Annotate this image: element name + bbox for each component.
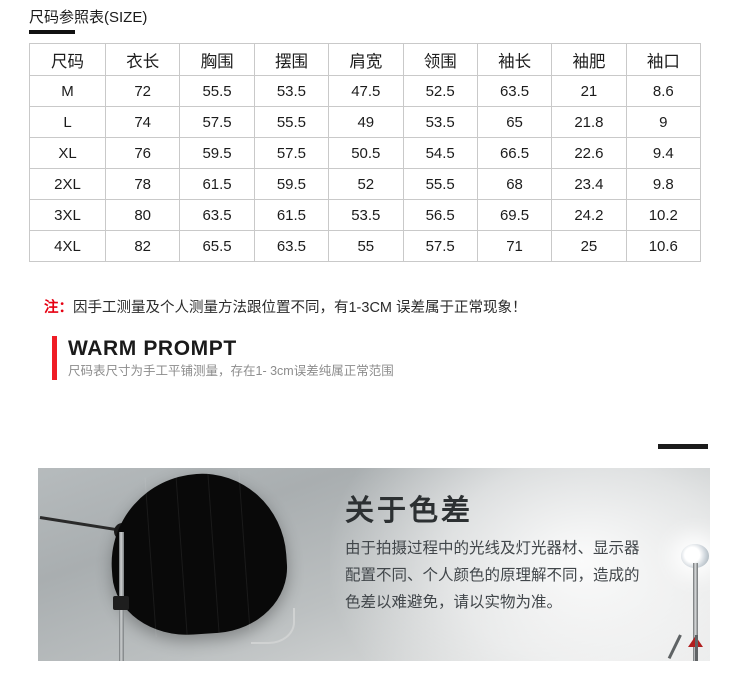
page-title: 尺码参照表(SIZE): [29, 9, 148, 26]
table-cell: 63.5: [476, 75, 553, 107]
table-cell: 9: [625, 106, 702, 138]
column-header: 袖肥: [551, 43, 627, 76]
table-cell: 65: [476, 106, 553, 138]
table-cell: 72: [104, 75, 181, 107]
table-row: 3XL 80 63.5 61.5 53.5 56.5 69.5 24.2 10.…: [29, 199, 702, 231]
color-note-line: 由于拍摄过程中的光线及灯光器材、显示器: [345, 540, 640, 557]
table-cell: 53.5: [253, 75, 330, 107]
table-cell: 53.5: [402, 106, 478, 138]
red-accent-bar: [52, 336, 57, 380]
color-note-heading: 关于色差: [345, 495, 474, 527]
measurement-note: 注：因手工测量及个人测量方法跟位置不同，有1-3CM 误差属于正常现象！: [44, 298, 527, 318]
table-row: XL 76 59.5 57.5 50.5 54.5 66.5 22.6 9.4: [29, 137, 702, 169]
column-header: 尺码: [29, 43, 106, 76]
table-cell: 55.5: [253, 106, 330, 138]
table-cell: 66.5: [476, 137, 553, 169]
table-cell: XL: [29, 137, 106, 169]
color-note-line: 色差以难避免，请以实物为准。: [345, 594, 563, 611]
table-cell: 74: [104, 106, 181, 138]
table-cell: 49: [328, 106, 404, 138]
title-underline-accent: [29, 30, 75, 34]
light-stand-right: [693, 563, 698, 661]
column-header: 衣长: [104, 43, 181, 76]
table-cell: 2XL: [29, 168, 106, 200]
light-stand-clamp: [113, 596, 129, 610]
column-header: 袖口: [625, 43, 702, 76]
table-cell: 61.5: [179, 168, 255, 200]
color-note-body: 由于拍摄过程中的光线及灯光器材、显示器 配置不同、个人颜色的原理解不同，造成的 …: [345, 535, 640, 616]
table-cell: 54.5: [402, 137, 478, 169]
table-cell: 3XL: [29, 199, 106, 231]
table-cell: 24.2: [551, 199, 627, 231]
color-note-line: 配置不同、个人颜色的原理解不同，造成的: [345, 567, 640, 584]
table-cell: 9.4: [625, 137, 702, 169]
table-cell: 52.5: [402, 75, 478, 107]
column-header: 摆围: [253, 43, 330, 76]
color-difference-photo-banner: 关于色差 由于拍摄过程中的光线及灯光器材、显示器 配置不同、个人颜色的原理解不同…: [38, 468, 710, 661]
table-cell: 10.2: [625, 199, 702, 231]
table-cell: 50.5: [328, 137, 404, 169]
table-cell: 76: [104, 137, 181, 169]
table-cell: 63.5: [179, 199, 255, 231]
table-row: 2XL 78 61.5 59.5 52 55.5 68 23.4 9.8: [29, 168, 702, 200]
note-label: 注：: [44, 300, 73, 316]
table-cell: 55.5: [179, 75, 255, 107]
size-chart-title-group: 尺码参照表(SIZE): [29, 8, 147, 34]
table-cell: 52: [328, 168, 404, 200]
table-cell: 8.6: [625, 75, 702, 107]
table-cell: 25: [551, 230, 627, 262]
section-divider-rule: [658, 444, 708, 449]
column-header: 领围: [402, 43, 478, 76]
table-cell: 80: [104, 199, 181, 231]
table-cell: 55: [328, 230, 404, 262]
column-header: 肩宽: [328, 43, 404, 76]
table-header-row: 尺码 衣长 胸围 摆围 肩宽 领围 袖长 袖肥 袖口: [29, 43, 702, 76]
table-cell: 57.5: [179, 106, 255, 138]
warm-prompt-subtitle: 尺码表尺寸为手工平铺测量，存在1- 3cm误差纯属正常范围: [68, 364, 394, 378]
table-cell: 63.5: [253, 230, 330, 262]
table-cell: 57.5: [402, 230, 478, 262]
size-chart-table: 尺码 衣长 胸围 摆围 肩宽 领围 袖长 袖肥 袖口 M 72 55.5 53.…: [29, 43, 702, 262]
column-header: 胸围: [179, 43, 255, 76]
tripod-leg: [695, 635, 698, 661]
size-chart-table-body: 尺码 衣长 胸围 摆围 肩宽 领围 袖长 袖肥 袖口 M 72 55.5 53.…: [29, 43, 702, 262]
table-cell: 23.4: [551, 168, 627, 200]
table-cell: 57.5: [253, 137, 330, 169]
table-row: L 74 57.5 55.5 49 53.5 65 21.8 9: [29, 106, 702, 138]
table-cell: 71: [476, 230, 553, 262]
table-cell: 21.8: [551, 106, 627, 138]
table-cell: 65.5: [179, 230, 255, 262]
table-cell: 9.8: [625, 168, 702, 200]
table-cell: 55.5: [402, 168, 478, 200]
table-cell: 56.5: [402, 199, 478, 231]
warm-prompt-title: WARM PROMPT: [68, 337, 237, 360]
table-cell: 68: [476, 168, 553, 200]
table-cell: 61.5: [253, 199, 330, 231]
table-cell: 69.5: [476, 199, 553, 231]
table-cell: M: [29, 75, 106, 107]
table-cell: 78: [104, 168, 181, 200]
table-cell: 21: [551, 75, 627, 107]
table-row: M 72 55.5 53.5 47.5 52.5 63.5 21 8.6: [29, 75, 702, 107]
table-cell: 59.5: [253, 168, 330, 200]
table-cell: 22.6: [551, 137, 627, 169]
boom-arm: [39, 516, 126, 533]
note-text: 因手工测量及个人测量方法跟位置不同，有1-3CM 误差属于正常现象！: [73, 300, 527, 316]
table-cell: 47.5: [328, 75, 404, 107]
table-cell: 10.6: [625, 230, 702, 262]
table-cell: 82: [104, 230, 181, 262]
warm-prompt-block: WARM PROMPT 尺码表尺寸为手工平铺测量，存在1- 3cm误差纯属正常范…: [52, 336, 394, 380]
studio-light-glow: [330, 468, 710, 661]
table-cell: 4XL: [29, 230, 106, 262]
table-row: 4XL 82 65.5 63.5 55 57.5 71 25 10.6: [29, 230, 702, 262]
power-cable: [251, 608, 295, 644]
table-cell: 59.5: [179, 137, 255, 169]
table-cell: 53.5: [328, 199, 404, 231]
table-cell: L: [29, 106, 106, 138]
column-header: 袖长: [476, 43, 553, 76]
